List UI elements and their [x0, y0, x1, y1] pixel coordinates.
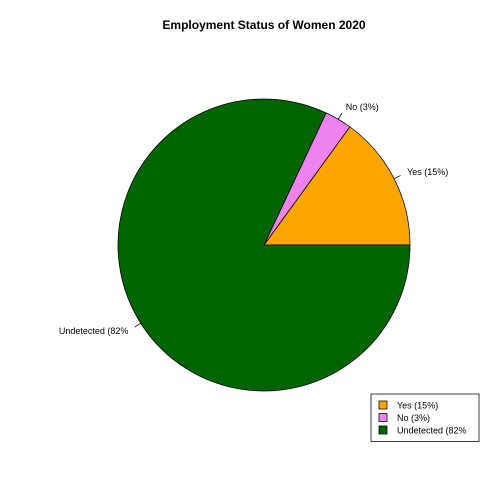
slice-label-no: No (3%)	[346, 102, 379, 112]
legend-label-no: No (3%)	[397, 413, 430, 423]
legend-swatch-yes	[378, 400, 388, 410]
pie-slices	[117, 98, 411, 392]
legend-swatch-no	[378, 413, 388, 422]
legend: Yes (15%) No (3%) Undetected (82%	[370, 393, 480, 442]
slice-label-undetected: Undetected (82%	[59, 326, 129, 336]
chart-title: Employment Status of Women 2020	[162, 18, 365, 32]
legend-box	[370, 393, 480, 442]
pie-slice-undetected	[117, 98, 411, 392]
leader-line-yes	[393, 175, 401, 180]
legend-swatch-undetected	[378, 425, 388, 435]
leader-line-no	[337, 112, 343, 120]
slice-label-yes: Yes (15%)	[407, 167, 448, 177]
legend-label-yes: Yes (15%)	[397, 401, 438, 411]
slice-labels: Yes (15%) No (3%) Undetected (82%	[59, 102, 448, 336]
leader-line-undetected	[134, 322, 141, 328]
legend-label-undetected: Undetected (82%	[397, 426, 467, 436]
